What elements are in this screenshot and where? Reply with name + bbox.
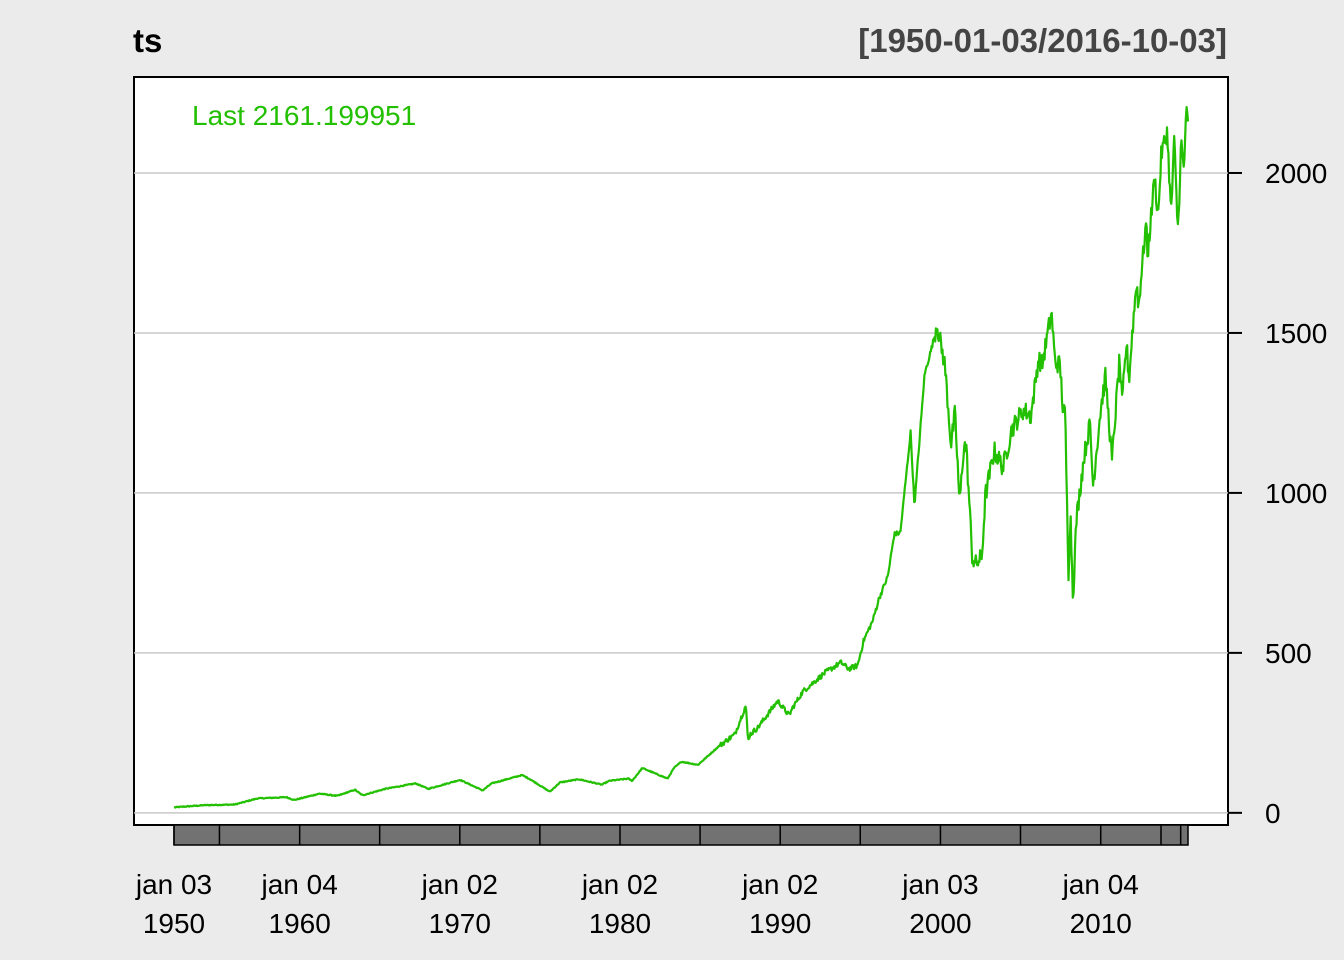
- x-tick-label-date: jan 03: [135, 869, 212, 900]
- y-gridlines: [134, 172, 1228, 814]
- y-tick-label: 1500: [1265, 318, 1327, 349]
- x-axis-band: [173, 824, 1189, 846]
- x-tick-label-year: 1960: [269, 908, 331, 939]
- x-tick-label-year: 1990: [749, 908, 811, 939]
- x-tick-label-date: jan 04: [1062, 869, 1139, 900]
- x-tick-label-date: jan 02: [421, 869, 498, 900]
- y-tick-label: 0: [1265, 798, 1281, 829]
- y-axis: 0 500 1000 1500 2000: [1228, 158, 1327, 829]
- y-tick-label: 2000: [1265, 158, 1327, 189]
- x-tick-label-date: jan 02: [741, 869, 818, 900]
- legend-last-value: Last 2161.199951: [192, 100, 416, 131]
- x-tick-label-date: jan 03: [901, 869, 978, 900]
- x-tick-label-year: 2000: [909, 908, 971, 939]
- y-tick-label: 1000: [1265, 478, 1327, 509]
- x-tick-label-year: 1970: [429, 908, 491, 939]
- x-tick-label-date: jan 04: [261, 869, 338, 900]
- x-tick-label-year: 1980: [589, 908, 651, 939]
- x-tick-label-year: 2010: [1070, 908, 1132, 939]
- date-range-label: [1950-01-03/2016-10-03]: [858, 22, 1227, 59]
- y-tick-label: 500: [1265, 638, 1312, 669]
- x-tick-label-date: jan 02: [581, 869, 658, 900]
- plot-area: [133, 76, 1229, 826]
- x-axis: jan 03 1950 jan 04 1960 jan 02 1970 jan 02 1980…: [135, 824, 1189, 939]
- chart-title: ts: [133, 22, 162, 59]
- x-tick-label-year: 1950: [143, 908, 205, 939]
- series-line: [173, 105, 1190, 809]
